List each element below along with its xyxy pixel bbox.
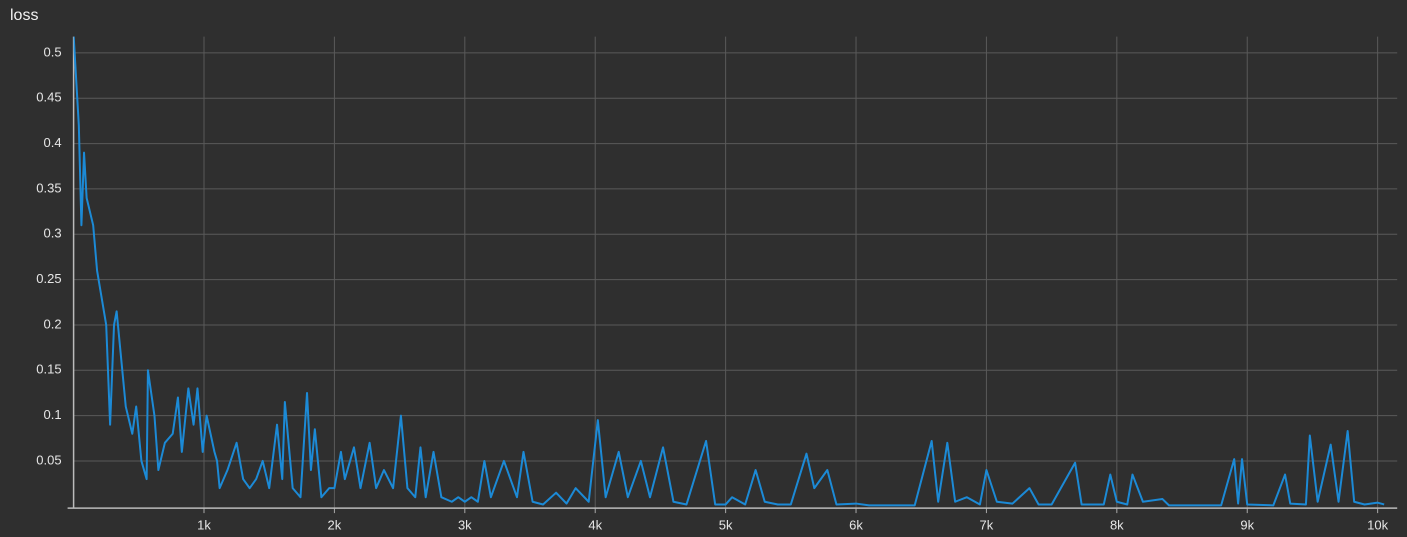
x-tick-label: 10k [1367, 518, 1388, 533]
x-tick-label: 7k [980, 518, 994, 533]
y-tick-label: 0.3 [44, 226, 62, 241]
x-tick-label: 9k [1240, 518, 1254, 533]
x-tick-label: 2k [328, 518, 342, 533]
x-tick-label: 3k [458, 518, 472, 533]
y-tick-label: 0.35 [36, 180, 61, 195]
y-tick-label: 0.1 [44, 407, 62, 422]
x-tick-label: 8k [1110, 518, 1124, 533]
x-tick-label: 1k [197, 518, 211, 533]
x-tick-label: 6k [849, 518, 863, 533]
y-tick-label: 0.4 [44, 135, 62, 150]
chart-title: loss [10, 7, 38, 24]
x-tick-label: 4k [588, 518, 602, 533]
y-tick-label: 0.45 [36, 90, 61, 105]
y-tick-label: 0.15 [36, 362, 61, 377]
y-tick-label: 0.5 [44, 44, 62, 59]
y-tick-label: 0.25 [36, 271, 61, 286]
y-tick-label: 0.2 [44, 316, 62, 331]
x-tick-label: 5k [719, 518, 733, 533]
loss-line [73, 36, 1385, 507]
y-tick-label: 0.05 [36, 452, 61, 467]
